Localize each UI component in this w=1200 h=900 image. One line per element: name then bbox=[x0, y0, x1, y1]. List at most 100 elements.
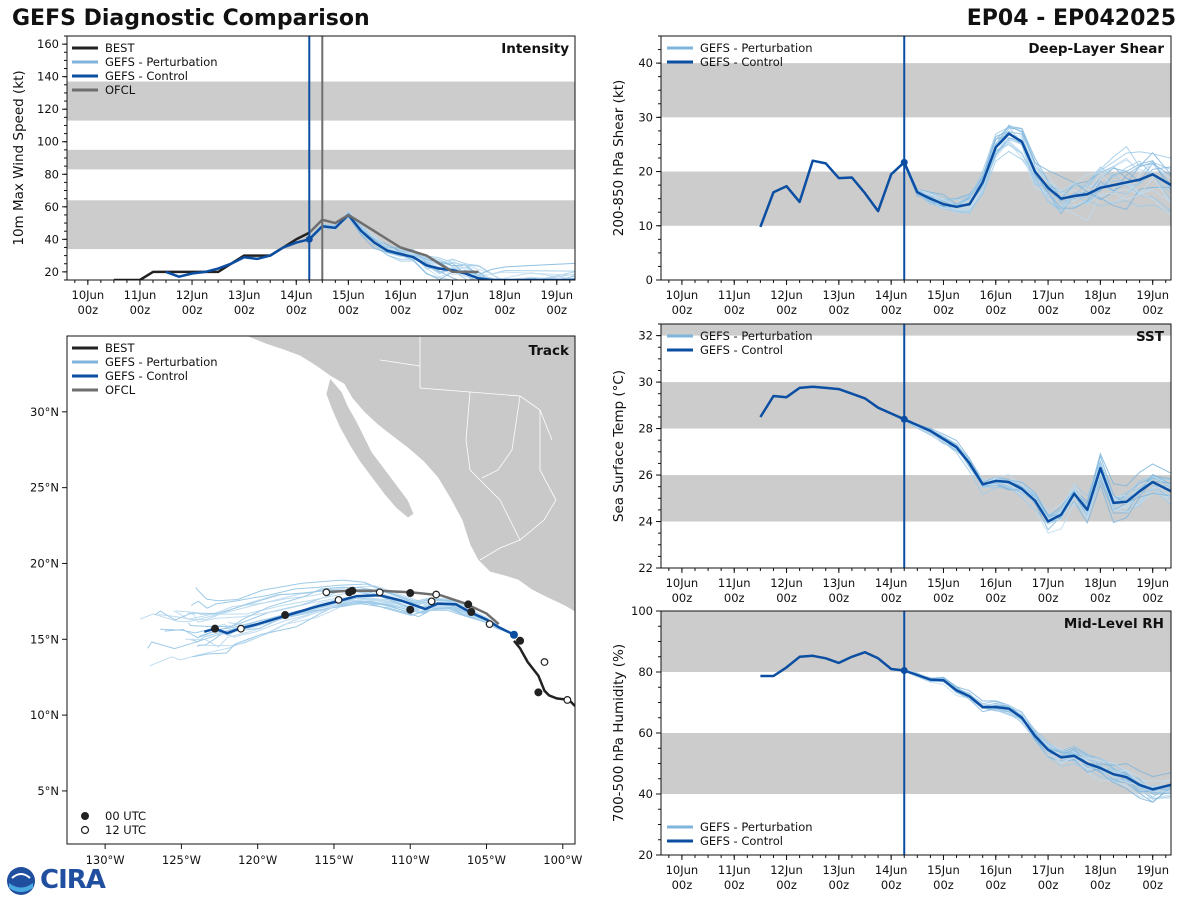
sst-series-gefs-control bbox=[759, 385, 1171, 523]
track-marker-00z bbox=[516, 636, 525, 645]
rh-xtick-label: 14Jun bbox=[875, 863, 908, 877]
rh-xtick-label: 11Jun bbox=[718, 863, 751, 877]
intensity-xtick-sublabel: 00z bbox=[338, 303, 359, 317]
intensity-ytick-label: 40 bbox=[44, 232, 59, 246]
shear-axes: 01020304010Jun00z11Jun00z12Jun00z13Jun00… bbox=[638, 35, 1172, 317]
storm-id-title: EP04 - EP042025 bbox=[966, 6, 1176, 31]
shear-legend-control: GEFS - Control bbox=[700, 55, 783, 69]
rh-xtick-sublabel: 00z bbox=[1038, 878, 1059, 892]
track-marker-00z bbox=[348, 586, 357, 595]
rh-ytick-label: 40 bbox=[638, 787, 653, 801]
sst-xtick-label: 17Jun bbox=[1032, 576, 1065, 590]
shear-xtick-sublabel: 00z bbox=[776, 303, 797, 317]
shear-xtick-label: 19Jun bbox=[1136, 288, 1169, 302]
sst-xtick-sublabel: 00z bbox=[1090, 591, 1111, 605]
track-legend: BEST GEFS - Perturbation GEFS - Control … bbox=[72, 341, 218, 397]
legend-12z-label: 12 UTC bbox=[105, 823, 146, 837]
track-marker-12z bbox=[540, 658, 549, 666]
intensity-series-ofcl bbox=[308, 213, 479, 274]
shear-bands bbox=[661, 63, 1171, 226]
shear-member-15 bbox=[903, 130, 1171, 206]
shear-band-1 bbox=[661, 63, 1171, 118]
shear-panel: 01020304010Jun00z11Jun00z12Jun00z13Jun00… bbox=[611, 35, 1172, 317]
intensity-xtick-label: 12Jun bbox=[176, 288, 209, 302]
intensity-ylabel: 10m Max Wind Speed (kt) bbox=[11, 70, 27, 245]
sst-xtick-label: 16Jun bbox=[979, 576, 1012, 590]
shear-series-gefs-control bbox=[759, 132, 1171, 228]
intensity-xtick-sublabel: 00z bbox=[546, 303, 567, 317]
shear-xtick-label: 16Jun bbox=[979, 288, 1012, 302]
intensity-axes: 2040608010012014016010Jun00z11Jun00z12Ju… bbox=[37, 35, 576, 317]
rh-xtick-label: 19Jun bbox=[1136, 863, 1169, 877]
track-lon-label: 105°W bbox=[467, 853, 506, 867]
rh-xtick-sublabel: 00z bbox=[881, 878, 902, 892]
track-marker-00z bbox=[534, 688, 543, 697]
state-borders bbox=[379, 336, 557, 561]
shear-member-13 bbox=[903, 137, 1171, 211]
track-panel: 130°W 125°W 120°W 115°W 110°W 105°W 100°W 5°N 10… bbox=[30, 335, 582, 867]
sst-xtick-sublabel: 00z bbox=[933, 591, 954, 605]
intensity-ytick-label: 160 bbox=[37, 37, 59, 51]
shear-member-12 bbox=[903, 124, 1171, 205]
sst-ytick-label: 30 bbox=[638, 375, 653, 389]
track-marker-00z bbox=[406, 589, 415, 598]
sst-ytick-label: 28 bbox=[638, 422, 653, 436]
intensity-bands bbox=[67, 81, 575, 250]
baja-peninsula bbox=[325, 377, 415, 519]
shear-xtick-sublabel: 00z bbox=[672, 303, 693, 317]
shear-xtick-label: 11Jun bbox=[718, 288, 751, 302]
track-lon-label: 125°W bbox=[162, 853, 201, 867]
intensity-xtick-label: 17Jun bbox=[436, 288, 469, 302]
sst-legend-control: GEFS - Control bbox=[700, 343, 783, 357]
shear-xtick-sublabel: 00z bbox=[1038, 303, 1059, 317]
shear-band-0 bbox=[661, 171, 1171, 226]
intensity-xtick-label: 16Jun bbox=[384, 288, 417, 302]
intensity-xtick-label: 14Jun bbox=[280, 288, 313, 302]
shear-lines bbox=[759, 36, 1171, 280]
intensity-ytick-label: 140 bbox=[37, 70, 59, 84]
rh-axes: 2040608010010Jun00z11Jun00z12Jun00z13Jun… bbox=[631, 604, 1172, 892]
rh-series-gefs-control bbox=[760, 650, 1171, 791]
intensity-ytick-label: 120 bbox=[37, 102, 59, 116]
rh-ytick-label: 100 bbox=[631, 604, 653, 618]
intensity-xtick-sublabel: 00z bbox=[442, 303, 463, 317]
track-marker-00z bbox=[210, 624, 219, 633]
intensity-ytick-label: 60 bbox=[44, 200, 59, 214]
intensity-xtick-label: 13Jun bbox=[228, 288, 261, 302]
sst-xtick-label: 11Jun bbox=[718, 576, 751, 590]
rh-ylabel: 700-500 hPa Humidity (%) bbox=[611, 644, 627, 822]
intensity-legend-perturbation: GEFS - Perturbation bbox=[105, 55, 218, 69]
intensity-xtick-sublabel: 00z bbox=[234, 303, 255, 317]
sst-ytick-label: 24 bbox=[638, 515, 653, 529]
rh-xtick-label: 16Jun bbox=[979, 863, 1012, 877]
rh-ytick-label: 20 bbox=[638, 848, 653, 862]
shear-xtick-label: 18Jun bbox=[1084, 288, 1117, 302]
intensity-xtick-label: 18Jun bbox=[488, 288, 521, 302]
track-init-point bbox=[509, 630, 518, 639]
sst-ytick-label: 32 bbox=[638, 329, 653, 343]
intensity-lines bbox=[113, 36, 575, 280]
intensity-band-2 bbox=[67, 81, 575, 121]
shear-title: Deep-Layer Shear bbox=[1028, 41, 1164, 57]
track-member-15 bbox=[160, 601, 515, 636]
track-axes: 130°W 125°W 120°W 115°W 110°W 105°W 100°W 5°N 10… bbox=[30, 335, 582, 867]
sst-band-2 bbox=[661, 324, 1171, 336]
track-marker-12z bbox=[334, 595, 343, 604]
sst-panel: 22242628303210Jun00z11Jun00z12Jun00z13Ju… bbox=[611, 323, 1172, 605]
shear-legend: GEFS - Perturbation GEFS - Control bbox=[667, 41, 813, 69]
rh-xtick-label: 12Jun bbox=[770, 863, 803, 877]
sst-xtick-sublabel: 00z bbox=[724, 591, 745, 605]
sst-xtick-sublabel: 00z bbox=[672, 591, 693, 605]
intensity-band-1 bbox=[67, 149, 575, 170]
track-legend-perturbation: GEFS - Perturbation bbox=[105, 355, 218, 369]
sst-xtick-label: 13Jun bbox=[823, 576, 856, 590]
intensity-xtick-sublabel: 00z bbox=[182, 303, 203, 317]
shear-ytick-label: 40 bbox=[638, 56, 653, 70]
track-lon-label: 100°W bbox=[543, 853, 582, 867]
sst-xtick-label: 14Jun bbox=[875, 576, 908, 590]
shear-xtick-sublabel: 00z bbox=[829, 303, 850, 317]
shear-ytick-label: 10 bbox=[638, 219, 653, 233]
rh-xtick-sublabel: 00z bbox=[1142, 878, 1163, 892]
legend-12z-marker bbox=[80, 825, 90, 835]
